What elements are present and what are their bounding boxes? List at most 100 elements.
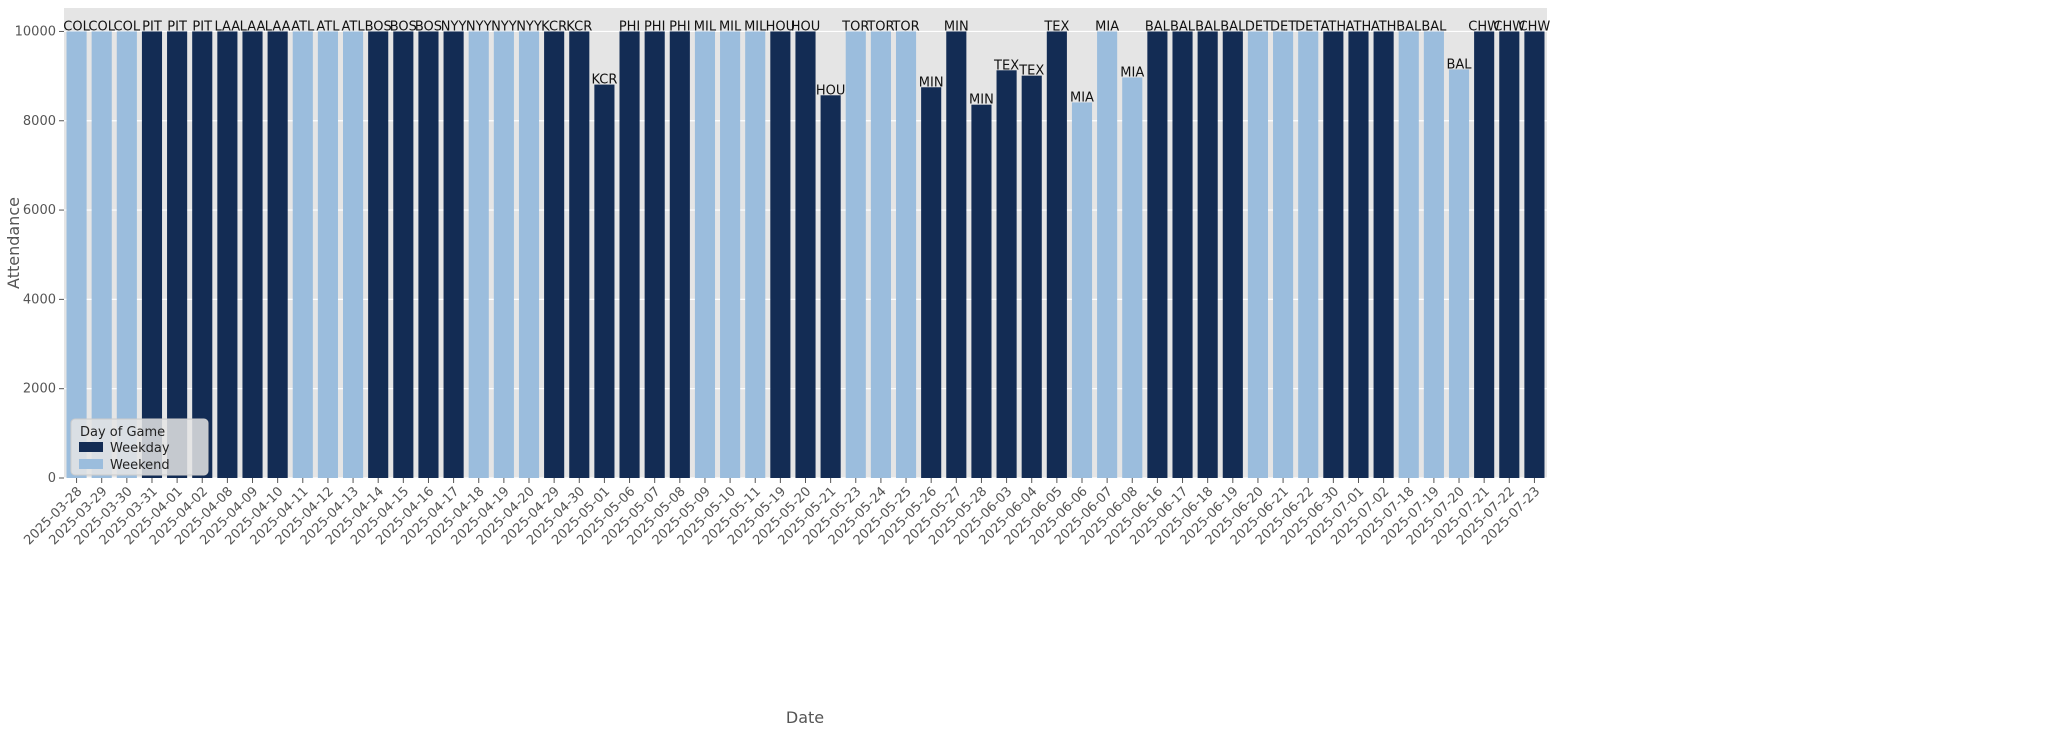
bar	[518, 31, 540, 478]
bar	[66, 31, 87, 478]
bar-label: TOR	[866, 19, 894, 34]
bar-label: HOU	[816, 83, 846, 98]
bar	[1097, 31, 1118, 478]
bar	[1373, 31, 1394, 478]
bar-label: BAL	[1220, 19, 1246, 34]
bar-label: ATL	[316, 19, 340, 34]
bar	[795, 31, 816, 478]
bar-label: COL	[63, 19, 90, 34]
bar	[1197, 31, 1218, 478]
bar-label: PHI	[644, 19, 665, 34]
bar-label: MIL	[719, 19, 742, 34]
bar	[192, 31, 213, 478]
bar-label: PIT	[142, 19, 162, 34]
bar	[895, 31, 917, 478]
bar	[921, 87, 942, 478]
y-tick-label: 0	[48, 471, 56, 486]
bar-label: COL	[88, 19, 115, 34]
y-tick-label: 10000	[15, 24, 56, 39]
bar	[141, 31, 163, 478]
bar-label: CHW	[1519, 19, 1551, 34]
bar	[996, 70, 1017, 478]
bar-label: LAA	[215, 19, 241, 34]
bar	[468, 31, 489, 478]
bar	[1423, 31, 1444, 478]
bar-label: DET	[1270, 19, 1296, 34]
bar-label: ATL	[342, 19, 366, 34]
bar	[368, 31, 389, 478]
legend: Day of Game Weekday Weekend	[70, 418, 209, 476]
bar-label: HOU	[791, 19, 821, 34]
bar-label: PIT	[192, 19, 212, 34]
bar-label: MIN	[919, 75, 944, 90]
bar	[1323, 31, 1344, 478]
bar	[292, 31, 313, 478]
bar-label: TOR	[891, 19, 919, 34]
legend-label-weekend: Weekend	[110, 458, 170, 473]
bar-label: NYY	[466, 19, 492, 34]
legend-label-weekday: Weekday	[110, 441, 170, 456]
bar-label: LAA	[265, 19, 291, 34]
bar-label: TEX	[1018, 64, 1044, 79]
bar	[544, 31, 565, 478]
bar	[694, 31, 716, 478]
y-axis-label: Attendance	[4, 197, 23, 289]
bar-label: KCR	[566, 19, 592, 34]
bar-label: DET	[1295, 19, 1321, 34]
bar	[217, 31, 238, 478]
bar-label: ATH	[1321, 19, 1347, 34]
y-tick-label: 6000	[23, 203, 56, 218]
y-tick-label: 2000	[23, 382, 56, 397]
bar	[569, 31, 590, 478]
legend-swatch-weekday	[79, 442, 103, 452]
bar-label: MIA	[1120, 65, 1144, 80]
bar	[393, 31, 414, 478]
bar-label: MIN	[944, 19, 969, 34]
bar-label: MIA	[1070, 90, 1094, 105]
bar	[1348, 31, 1369, 478]
bar	[1172, 31, 1193, 478]
bar	[343, 31, 364, 478]
bar-label: BOS	[390, 19, 417, 34]
bar-label: ATH	[1371, 19, 1397, 34]
bar	[1524, 31, 1545, 478]
bar	[820, 95, 841, 478]
bar	[1247, 31, 1268, 478]
bar-label: BAL	[1195, 19, 1221, 34]
bar-label: NYY	[516, 19, 542, 34]
bar	[418, 31, 439, 478]
bar	[1273, 31, 1294, 478]
bar-label: CHW	[1493, 19, 1525, 34]
bar-label: TOR	[841, 19, 869, 34]
bar	[1046, 31, 1067, 478]
bar	[242, 31, 263, 478]
bar	[1222, 31, 1243, 478]
bar-label: BAL	[1396, 19, 1422, 34]
bar	[745, 31, 766, 478]
y-tick-label: 4000	[23, 292, 56, 307]
bar-label: PIT	[167, 19, 187, 34]
bar-label: CHW	[1468, 19, 1500, 34]
bar-label: COL	[114, 19, 141, 34]
bar-label: ATH	[1346, 19, 1372, 34]
bar-label: BAL	[1446, 57, 1472, 72]
bar	[1398, 31, 1419, 478]
bar	[619, 31, 640, 478]
bar-label: MIL	[694, 19, 717, 34]
bar-label: MIN	[969, 93, 994, 108]
bar-label: MIA	[1095, 19, 1119, 34]
bar	[267, 31, 288, 478]
bar-label: BOS	[365, 19, 392, 34]
bar-label: KCR	[541, 19, 567, 34]
bar	[1021, 75, 1042, 479]
bar	[1298, 31, 1319, 478]
bar-label: MIL	[744, 19, 767, 34]
bar-label: HOU	[766, 19, 796, 34]
bar-label: ATL	[291, 19, 315, 34]
bar-label: TEX	[1043, 19, 1069, 34]
bar	[493, 31, 514, 478]
x-axis-label: Date	[786, 708, 824, 727]
bar	[443, 31, 464, 478]
bar	[317, 31, 338, 478]
